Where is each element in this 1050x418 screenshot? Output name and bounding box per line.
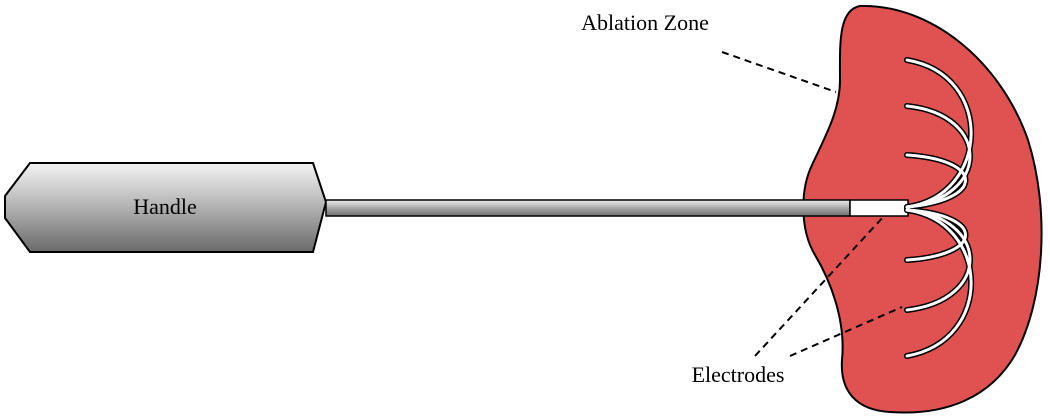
electrodes-leader-line-2 [789,306,903,357]
electrode-array [904,57,975,359]
electrodes-label: Electrodes [692,362,785,387]
ablation-zone-label: Ablation Zone [581,10,709,35]
ablation-zone-leader-line [721,51,837,93]
probe-shaft [325,199,851,217]
handle-body [4,162,328,253]
handle-label: Handle [133,194,197,219]
electrodes-leader-line-1 [754,214,886,357]
probe-tip [849,199,909,217]
